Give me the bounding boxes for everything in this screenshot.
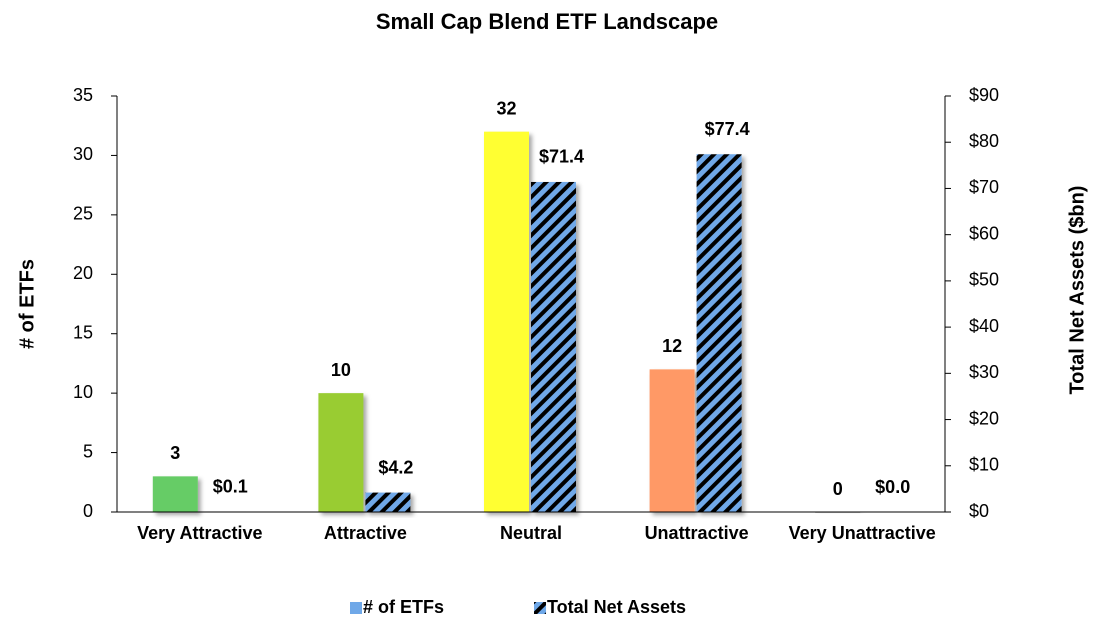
data-label: 3: [170, 443, 180, 463]
y2-tick-label: $70: [969, 177, 999, 197]
y-tick-label: 0: [83, 501, 93, 521]
y2-tick-label: $90: [969, 85, 999, 105]
bar: [365, 492, 411, 512]
x-tick-label: Unattractive: [645, 523, 749, 543]
legend-marker: [350, 602, 362, 614]
data-label: $0.1: [213, 476, 248, 496]
y-tick-label: 15: [73, 322, 93, 342]
y2-tick-label: $20: [969, 408, 999, 428]
data-label: $71.4: [539, 147, 584, 167]
y2-tick-label: $30: [969, 362, 999, 382]
bar: [696, 154, 742, 513]
chart-title: Small Cap Blend ETF Landscape: [376, 9, 718, 34]
y-tick-label: 30: [73, 144, 93, 164]
y2-tick-label: $60: [969, 223, 999, 243]
y-tick-label: 35: [73, 85, 93, 105]
data-label: 10: [331, 360, 351, 380]
y-tick-label: 20: [73, 263, 93, 283]
data-label: $0.0: [875, 477, 910, 497]
x-tick-label: Attractive: [324, 523, 407, 543]
legend-label: # of ETFs: [363, 597, 444, 617]
bar: [318, 393, 364, 512]
bar: [152, 476, 198, 512]
y2-tick-label: $0: [969, 501, 989, 521]
bar: [531, 181, 576, 512]
y2-tick-label: $80: [969, 131, 999, 151]
legend-marker: [534, 602, 547, 614]
x-tick-label: Neutral: [500, 523, 562, 543]
bar: [649, 369, 695, 512]
y2-tick-label: $10: [969, 455, 999, 475]
x-tick-label: Very Unattractive: [789, 523, 936, 543]
data-label: 32: [496, 98, 516, 118]
data-label: 12: [662, 336, 682, 356]
y-tick-label: 10: [73, 382, 93, 402]
bar: [484, 131, 529, 512]
y2-tick-label: $50: [969, 270, 999, 290]
data-label: $4.2: [378, 457, 413, 477]
y-axis-label: # of ETFs: [16, 259, 38, 349]
data-label: 0: [833, 479, 843, 499]
data-label: $77.4: [705, 119, 750, 139]
x-tick-label: Very Attractive: [137, 523, 262, 543]
y2-axis-label: Total Net Assets ($bn): [1066, 186, 1088, 395]
legend-label: Total Net Assets: [547, 597, 686, 617]
y-tick-label: 5: [83, 441, 93, 461]
y-tick-label: 25: [73, 204, 93, 224]
y2-tick-label: $40: [969, 316, 999, 336]
